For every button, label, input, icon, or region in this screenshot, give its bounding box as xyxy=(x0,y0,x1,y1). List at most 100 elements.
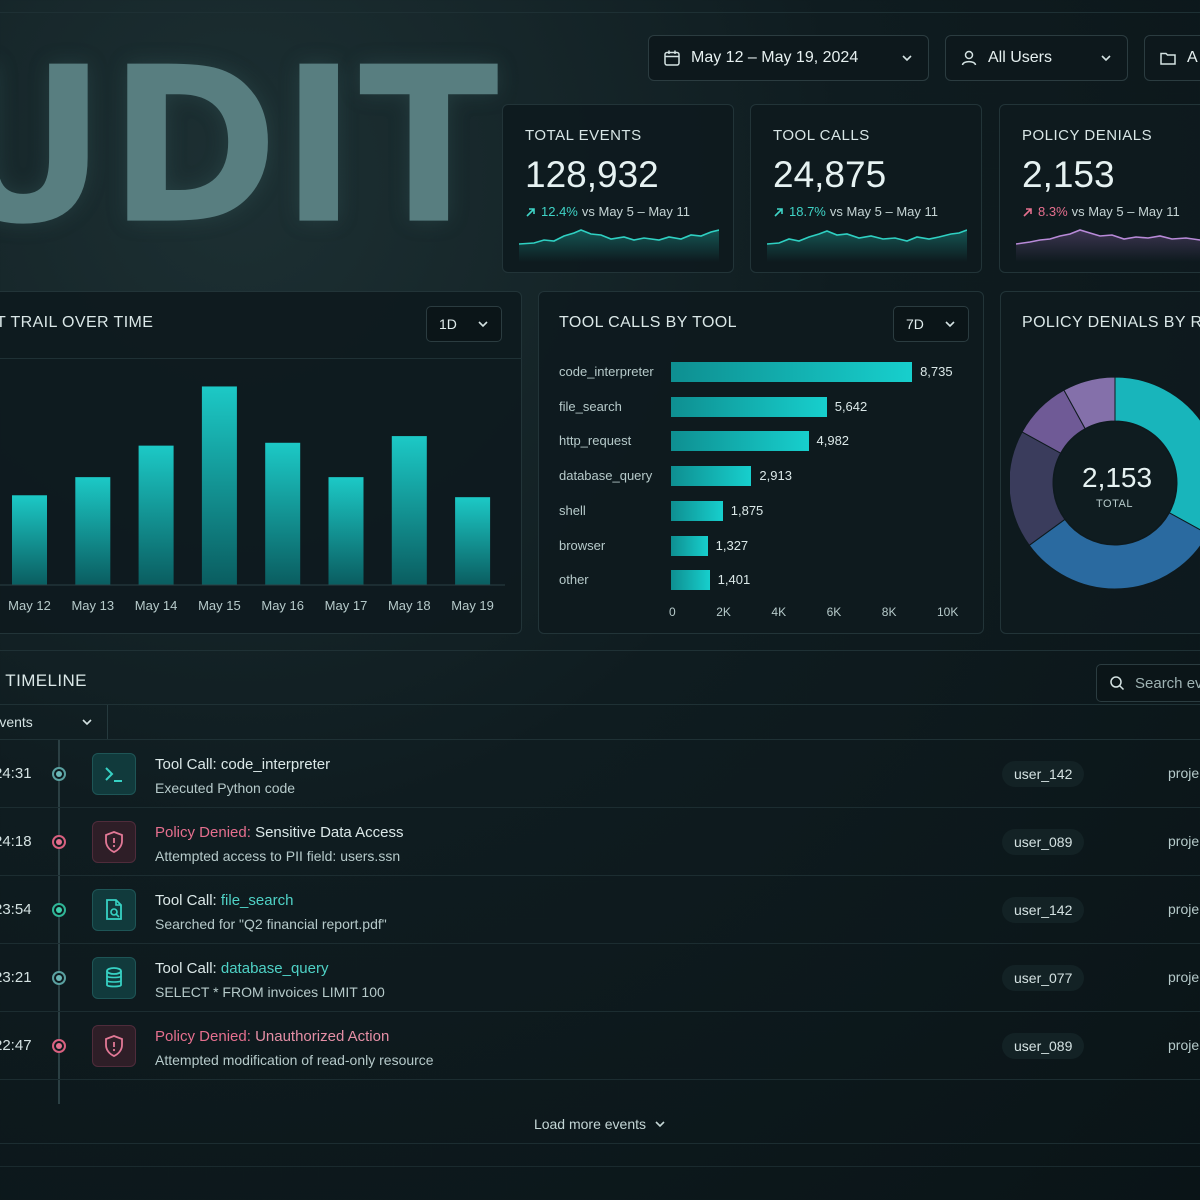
search-input[interactable]: Search ev xyxy=(1096,664,1200,702)
user-badge[interactable]: user_142 xyxy=(1002,761,1085,787)
project-label[interactable]: proje xyxy=(1168,765,1200,781)
event-title: Tool Call: file_search xyxy=(155,892,293,909)
event-time: 23:21 xyxy=(0,969,32,986)
audit-interval-select[interactable]: 1D xyxy=(426,306,502,342)
chart-bar[interactable] xyxy=(671,466,752,487)
chart-bar[interactable] xyxy=(328,477,364,585)
y-tick-label: other xyxy=(559,572,589,588)
event-description: Attempted access to PII field: users.ssn xyxy=(155,848,401,864)
chart-bar[interactable] xyxy=(671,431,809,452)
event-type: Tool Call: xyxy=(155,756,217,773)
user-badge[interactable]: user_089 xyxy=(1002,829,1085,855)
stat-change: 12.4% vs May 5 – May 11 xyxy=(525,204,711,219)
event-title: Policy Denied: Sensitive Data Access xyxy=(155,824,403,841)
project-label[interactable]: proje xyxy=(1168,969,1200,985)
chart-bar[interactable] xyxy=(671,500,723,521)
donut-slice[interactable] xyxy=(1063,376,1116,430)
date-range-select[interactable]: May 12 – May 19, 2024 xyxy=(648,35,929,81)
y-tick-label: code_interpreter xyxy=(559,364,654,379)
timeline-row[interactable]: 23:21 Tool Call: database_query SELECT *… xyxy=(0,944,1200,1012)
users-select[interactable]: All Users xyxy=(945,35,1128,81)
load-more-label: Load more events xyxy=(533,1115,647,1132)
chart-bar[interactable] xyxy=(75,477,111,585)
donut-slice[interactable] xyxy=(1028,512,1200,590)
user-badge[interactable]: user_089 xyxy=(1002,1033,1085,1059)
sparkline xyxy=(767,229,967,262)
event-name: code_interpreter xyxy=(220,756,331,773)
bar-value-label: 1,401 xyxy=(717,572,751,588)
stat-change-text: vs May 5 – May 11 xyxy=(1071,204,1180,219)
policy-denials-donut xyxy=(1010,376,1200,590)
project-label[interactable]: proje xyxy=(1168,1037,1200,1053)
tools-interval-select[interactable]: 7D xyxy=(893,306,969,342)
chart-bar[interactable] xyxy=(138,445,174,585)
x-tick-label: May 19 xyxy=(451,598,494,613)
event-type-label: Events xyxy=(0,714,33,730)
chart-bar[interactable] xyxy=(671,362,913,382)
x-tick-label: May 13 xyxy=(71,598,114,613)
event-type: Tool Call: xyxy=(155,960,217,977)
timeline-line xyxy=(58,740,60,1104)
timeline-row[interactable]: 23:54 Tool Call: file_search Searched fo… xyxy=(0,876,1200,944)
chart-bar[interactable] xyxy=(391,436,427,585)
timeline-row[interactable]: 24:18 Policy Denied: Sensitive Data Acce… xyxy=(0,808,1200,876)
donut-slice[interactable] xyxy=(1114,376,1200,534)
event-type: Policy Denied: xyxy=(155,1028,251,1045)
stat-card-total-events: TOTAL EVENTS 128,932 12.4% vs May 5 – Ma… xyxy=(502,104,734,273)
event-time: 24:18 xyxy=(0,833,32,850)
donut-center-label: TOTAL xyxy=(1096,498,1133,510)
bar-value-label: 4,982 xyxy=(816,433,850,449)
event-title: Tool Call: database_query xyxy=(155,960,328,977)
chart-bar[interactable] xyxy=(201,386,237,585)
sparkline xyxy=(1016,229,1200,262)
stat-change: 18.7% vs May 5 – May 11 xyxy=(773,204,959,219)
chart-bar[interactable] xyxy=(671,570,710,591)
project-label[interactable]: proje xyxy=(1168,901,1200,917)
event-type-select[interactable]: Events xyxy=(0,705,108,739)
y-tick-label: database_query xyxy=(559,468,653,484)
y-tick-label: browser xyxy=(559,537,606,553)
calendar-icon xyxy=(664,50,680,66)
bar-value-label: 2,913 xyxy=(759,468,792,484)
event-description: Executed Python code xyxy=(155,780,296,796)
top-divider xyxy=(0,12,1200,13)
chevron-down-icon xyxy=(902,55,912,62)
database-icon xyxy=(92,957,136,999)
chart-bar[interactable] xyxy=(455,497,491,585)
load-more-button[interactable]: Load more events xyxy=(0,1104,1200,1144)
timeline-dot xyxy=(52,903,66,917)
audit-interval-label: 1D xyxy=(439,316,457,332)
project-label[interactable]: proje xyxy=(1168,833,1200,849)
event-name: Unauthorized Action xyxy=(255,1028,390,1045)
y-tick-label: http_request xyxy=(559,433,632,449)
x-tick-label: May 15 xyxy=(198,598,241,613)
sparkline xyxy=(519,229,719,262)
bar-value-label: 5,642 xyxy=(834,398,868,414)
audit-trail-title: T TRAIL OVER TIME xyxy=(0,314,154,331)
chevron-down-icon xyxy=(82,719,92,726)
tools-interval-label: 7D xyxy=(906,316,924,332)
arrow-up-right-icon xyxy=(526,207,535,217)
event-description: Attempted modification of read-only reso… xyxy=(155,1052,434,1068)
tool-calls-title: TOOL CALLS BY TOOL xyxy=(559,314,737,331)
chevron-down-icon xyxy=(945,321,955,328)
user-badge[interactable]: user_142 xyxy=(1002,897,1085,923)
timeline-row[interactable]: 24:31 Tool Call: code_interpreter Execut… xyxy=(0,740,1200,808)
chart-bar[interactable] xyxy=(671,396,827,417)
arrow-up-right-icon xyxy=(774,207,783,217)
chart-bar[interactable] xyxy=(265,442,301,585)
toolbar-divider xyxy=(0,704,1200,705)
event-time: 23:54 xyxy=(0,901,32,918)
arrow-up-right-icon xyxy=(1023,207,1032,217)
chart-bar[interactable] xyxy=(671,535,708,556)
projects-select[interactable]: A xyxy=(1144,35,1200,81)
user-badge[interactable]: user_077 xyxy=(1002,965,1085,991)
x-tick-label: 4K xyxy=(771,605,787,619)
timeline-row[interactable]: 22:47 Policy Denied: Unauthorized Action… xyxy=(0,1012,1200,1080)
donut-center-value: 2,153 xyxy=(1082,462,1153,493)
section-divider xyxy=(0,650,1200,651)
user-icon xyxy=(961,50,977,66)
chart-bar[interactable] xyxy=(12,495,47,585)
x-tick-label: May 18 xyxy=(388,598,431,613)
event-time: 24:31 xyxy=(0,765,32,782)
